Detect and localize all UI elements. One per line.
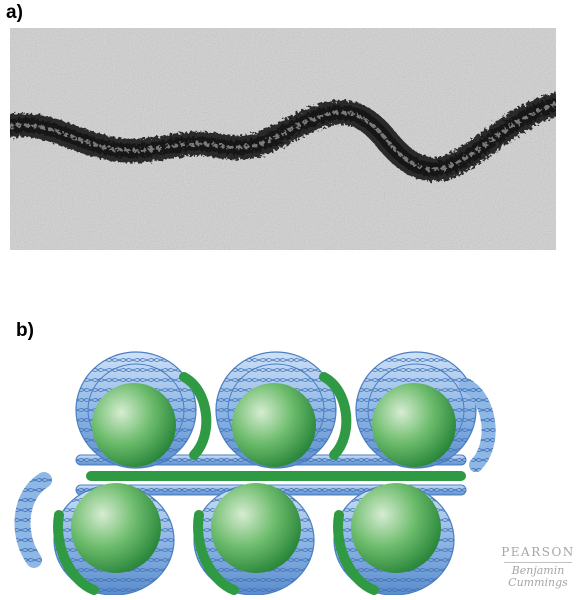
panel-a-label: a)	[6, 2, 23, 23]
dna-helix-icon	[14, 472, 52, 568]
publisher-logo: PEARSON Benjamin Cummings	[500, 545, 576, 597]
logo-line-3: Cummings	[508, 576, 568, 589]
nucleosome-icon	[215, 351, 352, 469]
panel-b-label: b)	[16, 320, 34, 341]
logo-line-1: PEARSON	[501, 545, 575, 559]
nucleosome-icon	[333, 483, 455, 595]
nucleosome-icon	[53, 483, 175, 595]
electron-micrograph	[10, 28, 556, 250]
logo-line-2: Benjamin	[511, 564, 565, 577]
logo-divider	[504, 562, 572, 563]
chromatin-fiber	[10, 92, 556, 182]
nucleosome-icon	[193, 483, 315, 595]
nucleosome-diagram	[14, 351, 496, 595]
nucleosome-icon	[75, 351, 212, 469]
nucleosome-icon	[355, 351, 496, 472]
